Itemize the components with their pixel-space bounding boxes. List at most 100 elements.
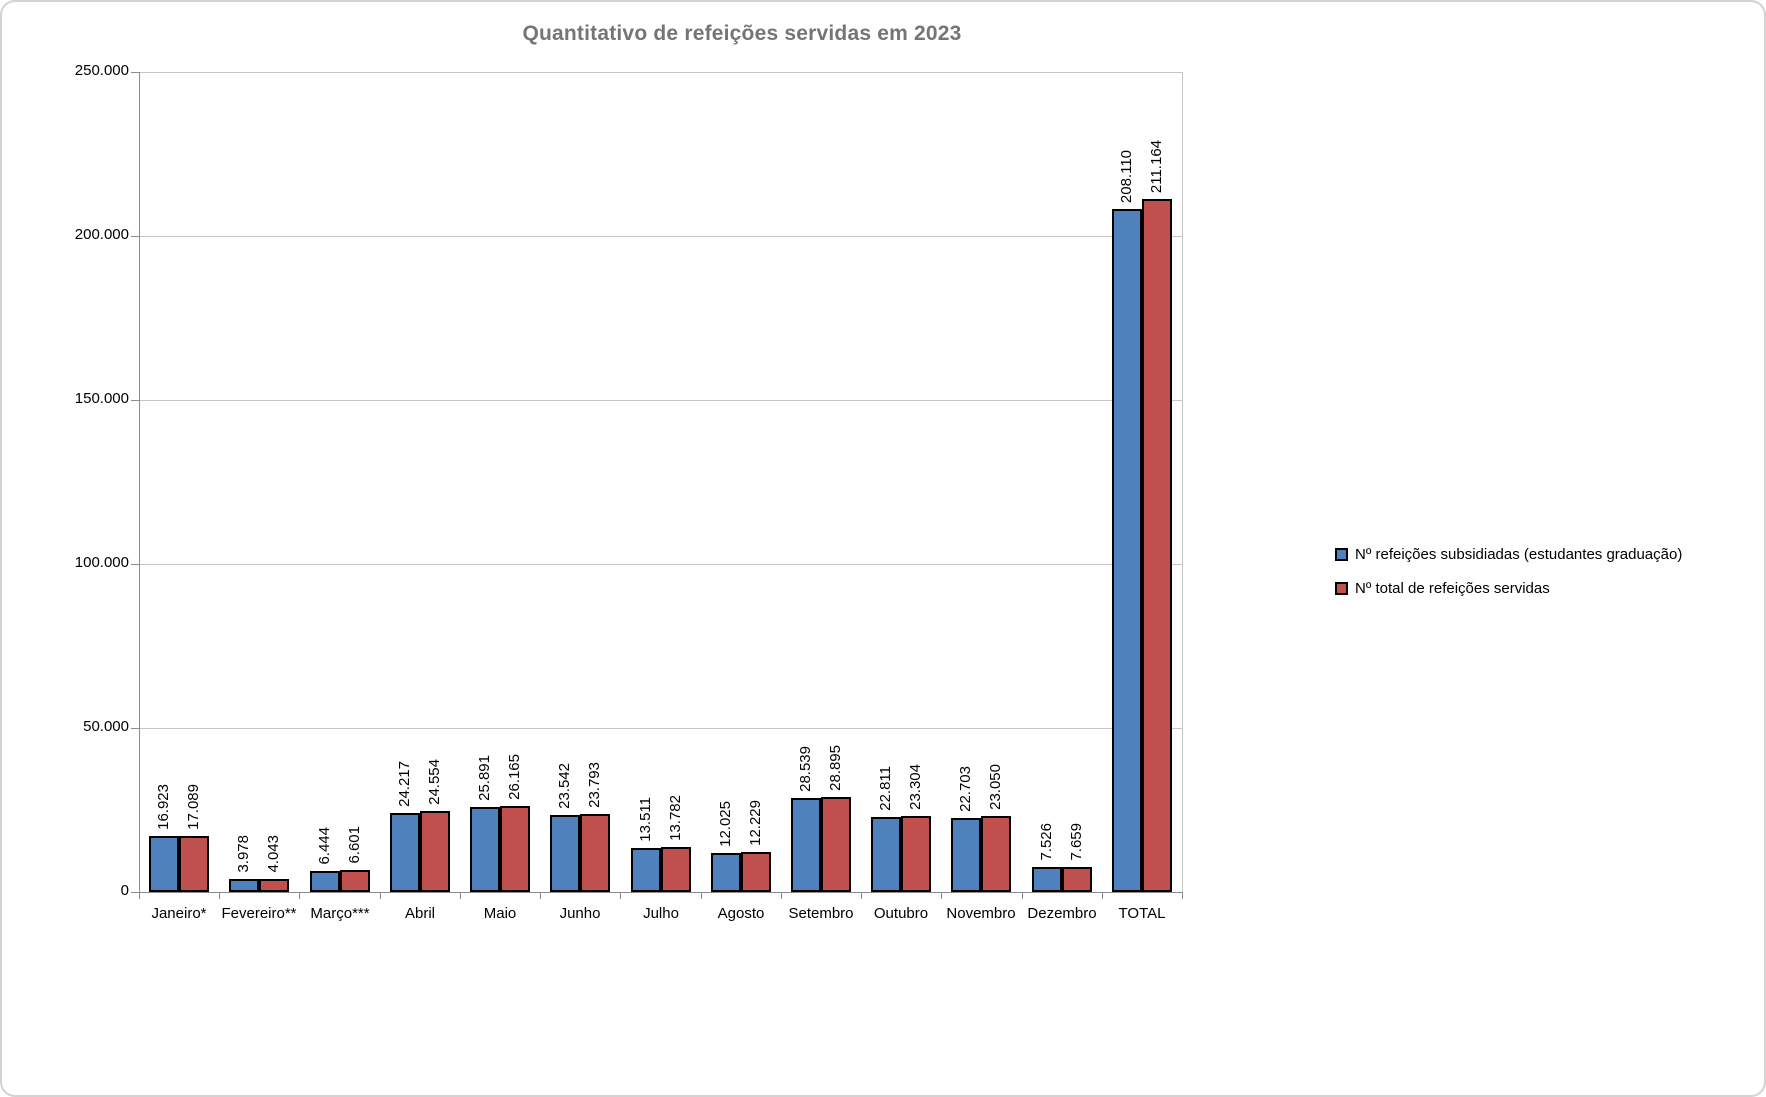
y-tick-label: 250.000 (74, 62, 129, 79)
legend: Nº refeições subsidiadas (estudantes gra… (1335, 546, 1682, 597)
category-label: Abril (404, 905, 435, 922)
bar-value-label: 17.089 (185, 784, 202, 830)
bar (631, 848, 661, 892)
bar (229, 879, 259, 892)
plot-area: 0 50.000 100.000 150.000 200.000 250.000 16.92… (75, 62, 1183, 922)
bar (981, 816, 1011, 892)
bar-value-label: 23.304 (907, 764, 924, 810)
gridline (139, 236, 1182, 237)
gridline (139, 400, 1182, 401)
bar-value-label: 23.542 (556, 763, 573, 809)
category-label: Novembro (946, 905, 1016, 922)
x-tick (299, 892, 300, 899)
bar (470, 807, 500, 892)
bar-value-label: 211.164 (1148, 139, 1165, 193)
bar-value-label: 3.978 (235, 835, 252, 873)
y-tick (131, 72, 139, 73)
bar-value-label: 6.601 (346, 826, 363, 864)
y-tick-label: 100.000 (74, 554, 129, 571)
chart-title: Quantitativo de refeições servidas em 20… (522, 22, 962, 45)
bar (420, 811, 450, 892)
category-label: Junho (559, 905, 601, 922)
gridline (139, 564, 1182, 565)
bar (259, 879, 289, 892)
bar (951, 818, 981, 892)
bar (340, 870, 370, 892)
bar-value-label: 23.793 (586, 762, 603, 808)
bar-value-label: 12.229 (747, 800, 764, 846)
bar (821, 797, 851, 892)
bar (901, 816, 931, 892)
bar-value-label: 208.110 (1118, 149, 1135, 203)
bar-value-label: 28.539 (797, 746, 814, 792)
x-tick (139, 892, 140, 899)
bar (1062, 867, 1092, 892)
x-tick (1022, 892, 1023, 899)
bar-value-label: 23.050 (987, 764, 1004, 810)
x-tick (219, 892, 220, 899)
bar-value-label: 16.923 (155, 784, 172, 830)
bar-value-label: 24.554 (426, 759, 443, 805)
bar-value-label: 6.444 (316, 827, 333, 865)
bar-value-label: 26.165 (506, 754, 523, 800)
x-tick (380, 892, 381, 899)
category-label: Setembro (788, 905, 854, 922)
x-tick (1182, 892, 1183, 899)
bar (1112, 209, 1142, 892)
x-tick (1102, 892, 1103, 899)
y-tick-label: 150.000 (74, 390, 129, 407)
legend-item-total: Nº total de refeições servidas (1335, 580, 1682, 597)
bar-value-label: 7.526 (1038, 823, 1055, 861)
category-label: Julho (643, 905, 679, 922)
bar-value-label: 24.217 (396, 761, 413, 807)
bar-value-label: 7.659 (1068, 823, 1085, 861)
legend-label: Nº total de refeições servidas (1355, 580, 1550, 597)
category-label: Agosto (717, 905, 765, 922)
bar (550, 815, 580, 892)
bar-value-label: 25.891 (476, 755, 493, 801)
bar (791, 798, 821, 892)
y-tick-label: 0 (120, 882, 129, 899)
x-tick (781, 892, 782, 899)
bar (1032, 867, 1062, 892)
bar (871, 817, 901, 892)
x-tick (460, 892, 461, 899)
bar (1142, 199, 1172, 892)
bar (179, 836, 209, 892)
bar-value-label: 12.025 (717, 801, 734, 847)
y-tick-label: 50.000 (83, 718, 129, 735)
bar (310, 871, 340, 892)
legend-item-subsidiadas: Nº refeições subsidiadas (estudantes gra… (1335, 546, 1682, 563)
category-label: Dezembro (1027, 905, 1097, 922)
bar-value-label: 13.511 (637, 797, 654, 842)
x-tick (620, 892, 621, 899)
category-label: Maio (483, 905, 517, 922)
x-axis-line (131, 892, 1183, 893)
bar-value-label: 28.895 (827, 745, 844, 791)
bar (500, 806, 530, 892)
y-tick (131, 564, 139, 565)
category-label: Janeiro* (151, 905, 207, 922)
x-tick (540, 892, 541, 899)
category-label: Março*** (310, 905, 370, 922)
category-label: TOTAL (1118, 905, 1166, 922)
bar (149, 836, 179, 892)
category-label: Fevereiro** (221, 905, 297, 922)
y-tick-label: 200.000 (74, 226, 129, 243)
y-tick (131, 728, 139, 729)
x-tick (701, 892, 702, 899)
y-axis-line (139, 72, 140, 893)
y-tick (131, 236, 139, 237)
x-tick (941, 892, 942, 899)
series-total-swatch-icon (1335, 582, 1348, 595)
bar-value-label: 22.703 (957, 766, 974, 812)
bar (661, 847, 691, 892)
x-tick (861, 892, 862, 899)
category-label: Outubro (873, 905, 929, 922)
bar-value-label: 13.782 (667, 795, 684, 841)
bar (580, 814, 610, 892)
bar (741, 852, 771, 892)
bar-value-label: 22.811 (877, 766, 894, 811)
y-tick (131, 400, 139, 401)
